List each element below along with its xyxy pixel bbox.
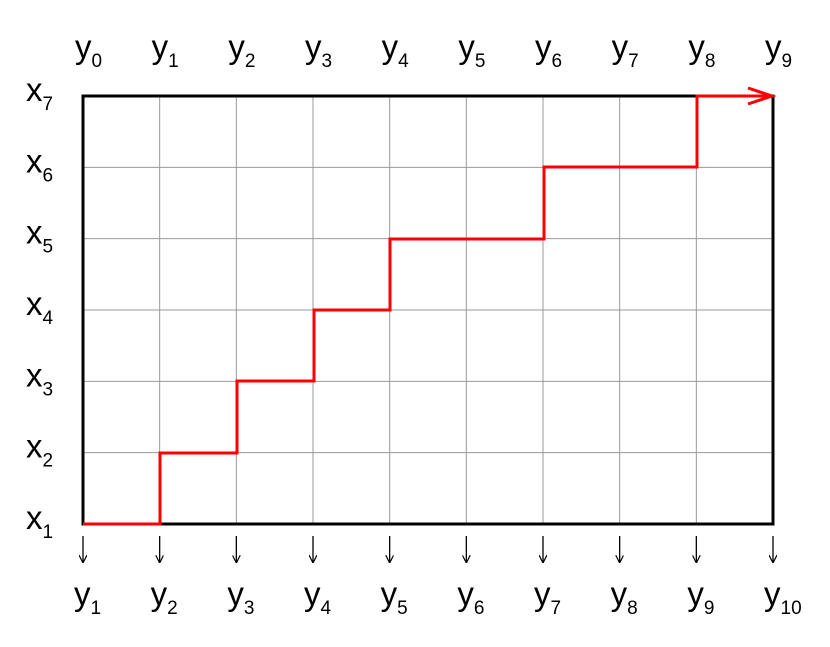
top-label-index: 8 xyxy=(705,51,716,72)
bottom-label: y8 xyxy=(611,575,638,619)
left-label-letter: x xyxy=(26,71,43,108)
top-label-index: 9 xyxy=(782,51,793,72)
left-label: x2 xyxy=(26,428,53,472)
bottom-label-letter: y xyxy=(381,575,398,612)
path-arrowhead xyxy=(747,86,777,106)
bottom-label-index: 3 xyxy=(244,598,255,619)
left-label-letter: x xyxy=(26,499,43,536)
left-label: x4 xyxy=(26,285,54,329)
top-label-index: 4 xyxy=(398,51,409,72)
top-label: y4 xyxy=(382,28,410,72)
left-label-letter: x xyxy=(26,142,43,179)
left-label-letter: x xyxy=(26,356,43,393)
left-label: x5 xyxy=(26,214,53,258)
frame xyxy=(81,94,775,526)
bottom-label-letter: y xyxy=(227,575,244,612)
bottom-label-letter: y xyxy=(74,575,91,612)
bottom-label-index: 10 xyxy=(781,598,802,619)
bottom-label-letter: y xyxy=(534,575,551,612)
top-label-index: 0 xyxy=(92,51,103,72)
left-label-index: 2 xyxy=(43,451,54,472)
top-label: y7 xyxy=(612,28,639,72)
top-label-index: 2 xyxy=(245,51,256,72)
bottom-label-index: 7 xyxy=(551,598,562,619)
left-label-index: 5 xyxy=(43,237,54,258)
left-label: x3 xyxy=(26,356,53,400)
left-label-index: 4 xyxy=(43,308,54,329)
left-label-letter: x xyxy=(26,214,43,251)
bottom-label-letter: y xyxy=(687,575,704,612)
top-label-index: 6 xyxy=(552,51,563,72)
top-label: y1 xyxy=(152,28,179,72)
top-label-letter: y xyxy=(612,28,629,65)
top-label-letter: y xyxy=(458,28,475,65)
top-label: y9 xyxy=(765,28,792,72)
bottom-label: y1 xyxy=(74,575,101,619)
bottom-label: y6 xyxy=(457,575,484,619)
top-label: y0 xyxy=(75,28,102,72)
bottom-label-letter: y xyxy=(151,575,168,612)
left-label-index: 7 xyxy=(43,94,54,115)
bottom-label: y7 xyxy=(534,575,561,619)
top-label-letter: y xyxy=(382,28,399,65)
bottom-label-index: 1 xyxy=(91,598,102,619)
top-label-letter: y xyxy=(305,28,322,65)
top-label-letter: y xyxy=(765,28,782,65)
top-label-letter: y xyxy=(688,28,705,65)
bottom-label-letter: y xyxy=(764,575,781,612)
warping-path xyxy=(83,94,770,526)
bottom-label: y9 xyxy=(687,575,714,619)
bottom-label-letter: y xyxy=(457,575,474,612)
top-label-index: 1 xyxy=(168,51,179,72)
bottom-label-index: 5 xyxy=(397,598,408,619)
bottom-label-index: 4 xyxy=(321,598,332,619)
left-label-index: 6 xyxy=(43,165,54,186)
left-label: x1 xyxy=(26,499,53,543)
bottom-label-letter: y xyxy=(304,575,321,612)
top-label-letter: y xyxy=(152,28,169,65)
left-label-index: 1 xyxy=(43,522,54,543)
left-label: x7 xyxy=(26,71,53,115)
top-label-index: 5 xyxy=(475,51,486,72)
top-label: y2 xyxy=(228,28,255,72)
bottom-label-index: 8 xyxy=(627,598,638,619)
bottom-label: y4 xyxy=(304,575,332,619)
top-label-letter: y xyxy=(535,28,552,65)
left-label-letter: x xyxy=(26,285,43,322)
bottom-label-letter: y xyxy=(611,575,628,612)
top-label: y5 xyxy=(458,28,485,72)
left-label: x6 xyxy=(26,142,53,186)
left-label-letter: x xyxy=(26,428,43,465)
top-label-letter: y xyxy=(228,28,245,65)
bottom-label: y10 xyxy=(764,575,802,619)
bottom-label-index: 6 xyxy=(474,598,485,619)
bottom-label: y3 xyxy=(227,575,254,619)
top-label: y6 xyxy=(535,28,562,72)
top-label-index: 7 xyxy=(628,51,639,72)
top-label-index: 3 xyxy=(322,51,333,72)
bottom-label: y5 xyxy=(381,575,408,619)
top-label: y3 xyxy=(305,28,332,72)
bottom-label-index: 2 xyxy=(167,598,178,619)
top-label: y8 xyxy=(688,28,715,72)
bottom-label-index: 9 xyxy=(704,598,715,619)
bottom-label: y2 xyxy=(151,575,178,619)
top-label-letter: y xyxy=(75,28,92,65)
left-label-index: 3 xyxy=(43,379,54,400)
